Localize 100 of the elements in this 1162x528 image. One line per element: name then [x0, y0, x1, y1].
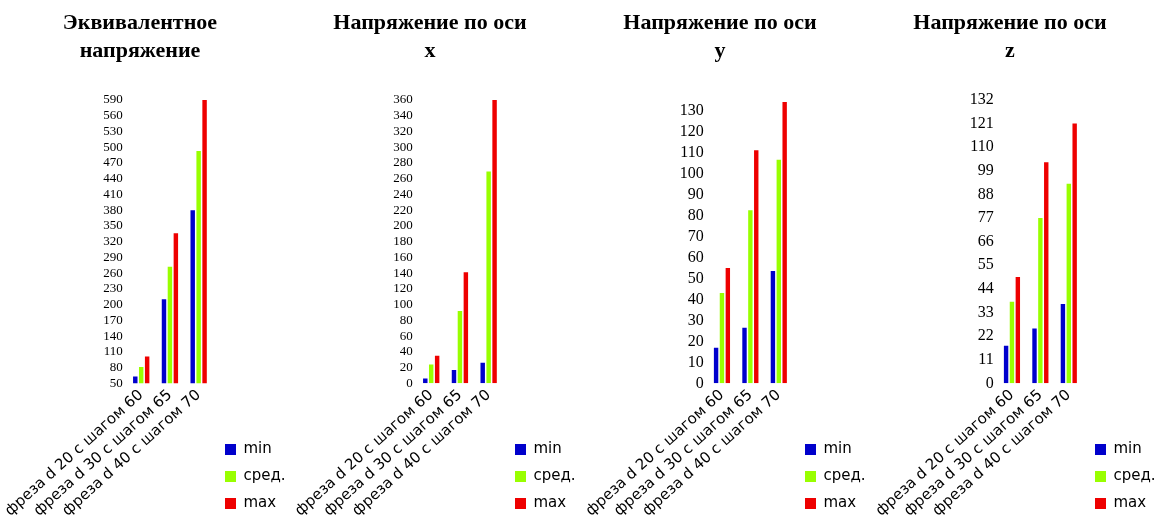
bar: [486, 171, 491, 384]
y-tick-label: 10: [687, 352, 704, 370]
bar: [463, 272, 469, 384]
y-tick-label: 470: [103, 154, 123, 170]
chart-title: Напряжение по оси x: [332, 8, 528, 64]
legend-label: max: [533, 493, 567, 512]
y-tick-label: 350: [103, 217, 123, 233]
y-tick-label: 110: [103, 343, 123, 359]
y-tick-label: 77: [977, 208, 994, 226]
legend-label: max: [243, 493, 277, 512]
y-tick-label: 160: [393, 248, 413, 264]
y-tick-label: 40: [399, 343, 413, 359]
y-tick-label: 200: [103, 296, 123, 312]
y-tick-label: 80: [399, 311, 413, 327]
y-tick-label: 60: [399, 327, 413, 343]
y-tick-label: 110: [680, 142, 704, 160]
y-tick-label: 500: [103, 138, 123, 154]
y-tick-label: 220: [393, 201, 413, 217]
y-tick-label: 30: [687, 310, 704, 328]
chart-title: Напряжение по оси y: [622, 8, 818, 64]
y-tick-label: 99: [977, 161, 994, 179]
y-tick-label: 320: [393, 122, 413, 138]
y-tick-label: 80: [687, 205, 704, 223]
legend-label: min: [1113, 439, 1142, 458]
y-tick-label: 0: [406, 374, 413, 390]
y-tick-label: 140: [393, 264, 413, 280]
y-tick-label: 260: [103, 264, 123, 280]
y-tick-label: 88: [977, 184, 994, 202]
y-tick-label: 55: [977, 255, 994, 273]
y-tick-label: 130: [679, 100, 704, 118]
y-tick-label: 0: [695, 373, 704, 391]
y-tick-label: 290: [103, 248, 123, 264]
bar: [1015, 277, 1021, 384]
y-tick-label: 66: [977, 231, 994, 249]
y-tick-label: 140: [103, 327, 123, 343]
y-tick-label: 200: [393, 217, 413, 233]
bar: [742, 327, 747, 384]
y-tick-label: 240: [393, 185, 413, 201]
y-tick-label: 70: [687, 226, 704, 244]
legend-label: сред.: [1113, 466, 1156, 485]
y-tick-label: 530: [103, 122, 123, 138]
y-tick-label: 410: [103, 185, 123, 201]
bar: [1003, 345, 1009, 384]
y-tick-label: 300: [393, 138, 413, 154]
y-tick-label: 340: [393, 107, 413, 123]
y-tick-label: 560: [103, 107, 123, 123]
y-tick-label: 11: [978, 349, 994, 367]
bar: [423, 378, 428, 384]
y-tick-label: 590: [103, 91, 123, 107]
bar: [719, 293, 725, 384]
legend-label: сред.: [243, 466, 286, 485]
y-tick-label: 80: [109, 358, 123, 374]
y-tick-label: 120: [393, 280, 413, 296]
y-tick-label: 90: [687, 184, 704, 202]
bar: [776, 159, 781, 384]
y-tick-label: 110: [970, 137, 994, 155]
y-tick-label: 22: [977, 326, 994, 344]
bar: [1009, 301, 1015, 384]
legend-label: сред.: [533, 466, 576, 485]
y-tick-label: 44: [977, 279, 994, 297]
bar: [480, 362, 485, 384]
y-tick-label: 0: [985, 373, 994, 391]
bar: [428, 364, 434, 384]
y-tick-label: 320: [103, 233, 123, 249]
y-tick-label: 260: [393, 170, 413, 186]
y-tick-label: 50: [109, 374, 123, 390]
y-tick-label: 50: [687, 268, 704, 286]
y-tick-label: 20: [399, 358, 413, 374]
chart-title: Напряжение по оси z: [912, 8, 1108, 64]
bar: [492, 100, 497, 384]
y-tick-label: 170: [103, 311, 123, 327]
y-tick-label: 120: [679, 121, 704, 139]
bar: [1072, 123, 1077, 384]
bar: [770, 271, 776, 384]
y-tick-label: 60: [687, 247, 704, 265]
bar: [1038, 218, 1043, 384]
y-tick-label: 230: [103, 280, 123, 296]
y-tick-label: 33: [977, 302, 994, 320]
bar: [782, 102, 787, 384]
y-tick-label: 132: [969, 90, 994, 108]
y-tick-label: 100: [679, 163, 704, 181]
y-tick-label: 360: [393, 91, 413, 107]
legend-label: max: [1113, 493, 1147, 512]
legend-label: сред.: [823, 466, 866, 485]
y-tick-label: 100: [393, 296, 413, 312]
bar: [754, 150, 759, 384]
bar: [1066, 183, 1071, 384]
bar: [1060, 303, 1066, 384]
legend-label: min: [823, 439, 852, 458]
bar: [1044, 162, 1049, 384]
bar: [725, 267, 731, 384]
bar: [1032, 328, 1037, 384]
y-tick-label: 180: [393, 233, 413, 249]
legend-label: max: [823, 493, 857, 512]
y-tick-label: 280: [393, 154, 413, 170]
bar: [748, 210, 753, 384]
legend-label: min: [243, 439, 272, 458]
y-tick-label: 20: [687, 331, 704, 349]
y-tick-label: 440: [103, 170, 123, 186]
chart-title: Эквивалентное напряжение: [61, 8, 219, 64]
